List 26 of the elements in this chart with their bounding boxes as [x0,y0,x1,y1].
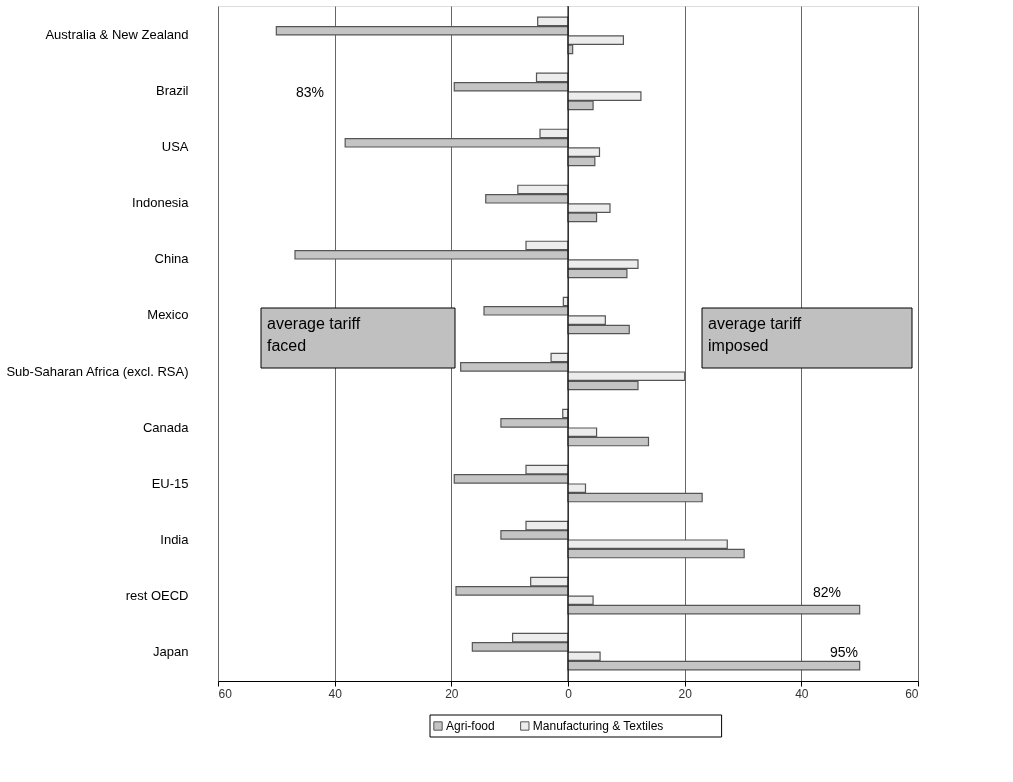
y-tick-label: Canada [142,419,190,435]
x-tick-label: 60 [905,686,919,701]
y-tick-label: rest OECD [125,587,189,603]
x-tick-label: 60 [218,686,233,701]
x-tick-label: 0 [565,686,573,701]
x-tick-label: 20 [678,686,693,701]
y-tick-label: Australia & New Zealand [45,27,189,43]
y-tick-label: Mexico [147,307,189,323]
annotation: average tariff imposed [708,315,802,354]
annotation: 82% [813,584,842,600]
legend-label: Agri-food [446,719,495,733]
y-tick-label: China [154,251,190,267]
y-tick-label: Sub-Saharan Africa (excl. RSA) [6,363,189,379]
annotation: average tariff faced [267,315,361,354]
annotation: 95% [830,644,859,660]
x-tick-label: 40 [328,686,343,701]
y-tick-label: EU-15 [151,475,189,491]
y-tick-label: Brazil [155,83,189,99]
y-tick-label: India [160,531,190,547]
annotation: 83% [296,84,325,100]
x-tick-label: 40 [795,686,809,701]
y-tick-label: USA [161,139,189,155]
y-tick-label: Indonesia [132,195,190,211]
legend-label: Manufacturing & Textiles [532,719,664,733]
y-tick-label: Japan [153,643,189,659]
x-tick-label: 20 [445,686,459,701]
